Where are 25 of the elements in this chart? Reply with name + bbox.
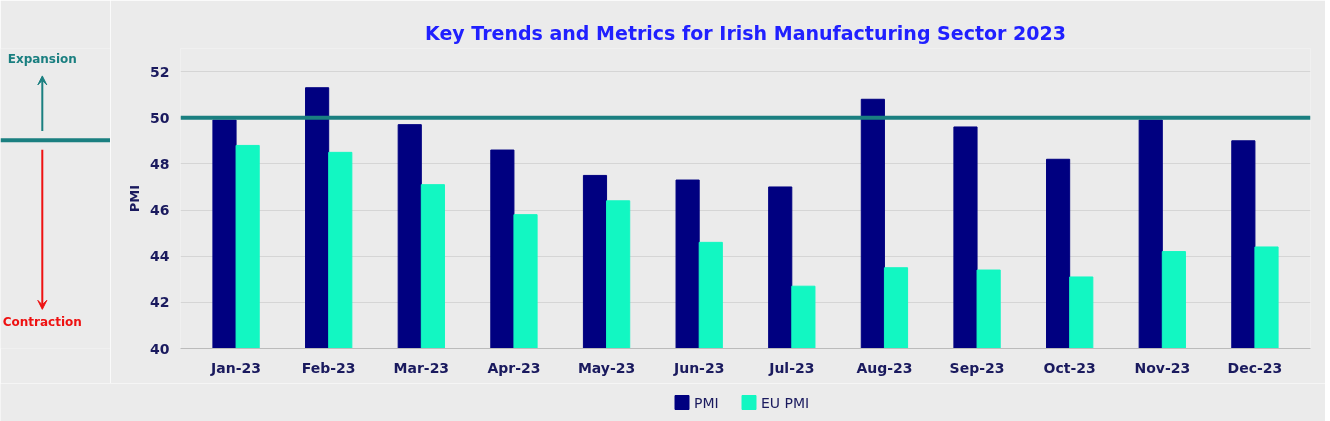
y-tick-label: 52	[150, 63, 170, 80]
chart-title: Key Trends and Metrics for Irish Manufacturing Sector 2023	[425, 21, 1066, 44]
x-tick-label: Jul-23	[768, 359, 815, 376]
x-tick-label: Jun-23	[672, 359, 725, 376]
x-tick-label: Jan-23	[210, 359, 262, 376]
y-tick-label: 46	[150, 202, 170, 219]
text: Contraction	[2, 314, 82, 329]
legend-label: EU PMI	[761, 394, 810, 411]
x-tick-label: Sep-23	[949, 359, 1005, 376]
x-tick-label: Aug-23	[856, 359, 913, 376]
x-tick-label: Dec-23	[1227, 359, 1283, 376]
x-tick-label: Apr-23	[487, 359, 541, 376]
x-tick-label: Oct-23	[1043, 359, 1096, 376]
text: Expansion	[7, 52, 77, 67]
y-axis-title: PMI	[127, 184, 143, 213]
legend-label: PMI	[694, 394, 719, 411]
y-tick-label: 48	[150, 155, 170, 172]
y-tick-label: 42	[150, 294, 170, 311]
x-tick-label: Nov-23	[1134, 359, 1191, 376]
x-tick-label: May-23	[577, 359, 636, 376]
y-tick-label: 50	[150, 109, 170, 126]
y-tick-label: 40	[150, 340, 170, 357]
y-tick-label: 44	[150, 248, 170, 265]
x-tick-label: Feb-23	[301, 359, 356, 376]
x-tick-label: Mar-23	[393, 359, 450, 376]
